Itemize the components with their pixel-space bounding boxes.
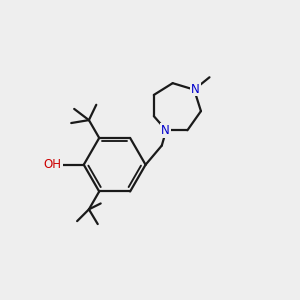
Text: N: N [191, 82, 200, 95]
Text: N: N [161, 124, 170, 137]
Text: OH: OH [44, 158, 62, 171]
